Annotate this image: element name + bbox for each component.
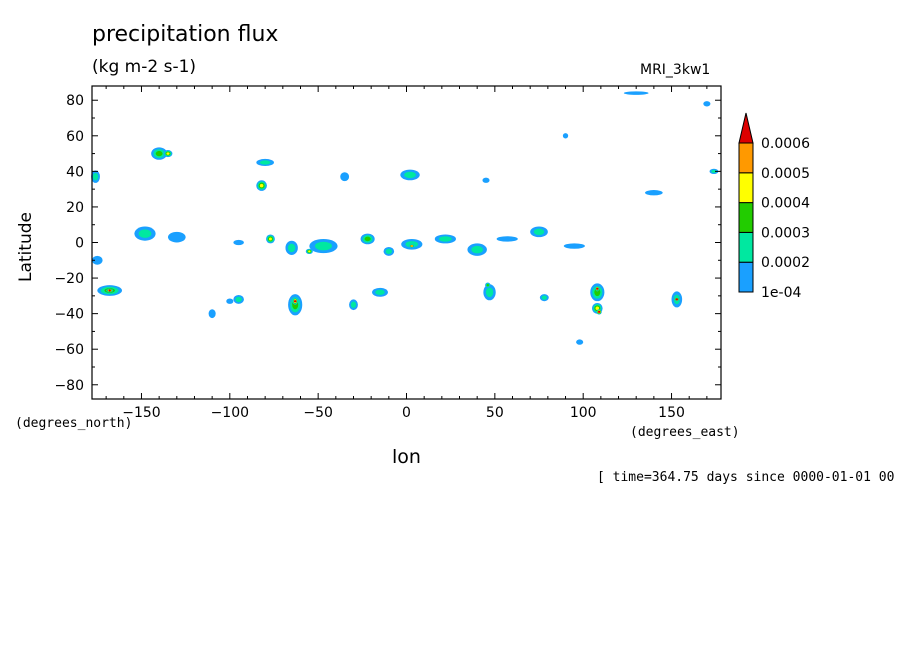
- data-cell-38-level-6: [596, 287, 599, 290]
- data-cell-19-level-1: [340, 172, 350, 182]
- data-cell-42-level-1: [576, 339, 584, 345]
- data-cell-10-level-4: [268, 237, 272, 241]
- data-cell-3-level-1: [167, 231, 186, 243]
- x-tick-label: 0: [402, 405, 411, 421]
- data-cell-43-level-1: [645, 190, 663, 196]
- y-axis-label: Latitude: [16, 212, 36, 282]
- data-cell-36-level-3: [594, 288, 601, 297]
- colorbar-swatch: [738, 172, 754, 204]
- x-axis-units: (degrees_east): [630, 425, 740, 440]
- colorbar-swatch: [738, 142, 754, 174]
- data-cell-33-level-3: [486, 284, 489, 287]
- data-cell-16-level-6: [293, 300, 297, 303]
- model-label: MRI_3kw1: [640, 62, 711, 78]
- data-cell-27-level-2: [439, 236, 452, 242]
- colorbar-label: 0.0004: [761, 196, 810, 212]
- colorbar-swatch: [738, 231, 754, 263]
- data-cell-35-level-1: [482, 177, 490, 183]
- data-cell-41-level-6: [675, 298, 679, 301]
- data-cell-47-level-1: [562, 133, 569, 139]
- data-cell-25-level-2: [375, 289, 385, 295]
- colorbar-label: 0.0003: [761, 225, 810, 241]
- colorbar-swatch: [738, 202, 754, 233]
- data-cell-12-level-2: [287, 243, 296, 253]
- data-cell-0-level-3: [155, 150, 163, 157]
- data-cell-34-level-2: [541, 295, 547, 300]
- colorbar-label: 0.0006: [761, 136, 810, 152]
- x-tick-label: 50: [486, 405, 504, 421]
- y-axis-units: (degrees_north): [15, 416, 133, 431]
- data-cell-9-level-4: [259, 183, 264, 188]
- data-cell-18-level-1: [226, 298, 234, 304]
- data-cell-23-level-5: [410, 245, 414, 248]
- data-cell-31-level-1: [563, 243, 585, 249]
- data-cell-1-level-4: [166, 152, 170, 155]
- colorbar-label: 0.0005: [761, 166, 810, 182]
- y-tick-label: 80: [66, 93, 84, 109]
- data-cell-5-level-6: [108, 289, 111, 292]
- data-cell-44-level-2: [711, 169, 717, 173]
- y-tick-label: 60: [66, 129, 84, 145]
- chart-title: precipitation flux: [92, 22, 279, 47]
- data-cell-17-level-2: [235, 296, 242, 303]
- data-cell-20-level-2: [404, 171, 416, 179]
- data-cell-24-level-2: [385, 248, 393, 255]
- data-cell-39-level-6: [597, 310, 601, 313]
- chart-subtitle: (kg m-2 s-1): [92, 57, 197, 77]
- y-tick-label: 20: [66, 200, 84, 216]
- x-axis-label: lon: [392, 446, 421, 468]
- data-cell-37-level-4: [595, 306, 600, 311]
- data-cell-21-level-3: [364, 236, 371, 242]
- data-cell-29-level-1: [496, 236, 518, 242]
- y-tick-label: −40: [54, 307, 84, 323]
- data-cell-22-level-2: [405, 241, 419, 248]
- data-cell-45-level-1: [623, 91, 649, 95]
- data-cell-2-level-2: [138, 229, 152, 238]
- data-cell-13-level-2: [314, 241, 332, 251]
- y-tick-label: −80: [54, 378, 84, 394]
- x-tick-label: −150: [122, 405, 160, 421]
- x-tick-label: 100: [570, 405, 597, 421]
- data-cell-30-level-2: [533, 228, 545, 236]
- data-cell-6-level-2: [92, 172, 99, 181]
- time-label: [ time=364.75 days since 0000-01-01 00: [597, 470, 895, 485]
- data-cell-11-level-1: [233, 239, 244, 246]
- data-cell-14-level-4: [308, 250, 311, 253]
- data-cell-46-level-1: [703, 101, 711, 107]
- colorbar-label: 1e-04: [761, 285, 801, 301]
- y-tick-label: 0: [75, 236, 84, 252]
- data-cell-7-level-1: [92, 255, 103, 265]
- data-cell-48-level-1: [208, 309, 216, 319]
- data-cell-32-level-2: [485, 287, 494, 298]
- colorbar-swatch: [738, 261, 754, 293]
- y-tick-label: 40: [66, 164, 84, 180]
- data-cell-26-level-2: [350, 301, 357, 308]
- y-tick-label: −60: [54, 342, 84, 358]
- x-tick-label: 150: [658, 405, 685, 421]
- data-cell-8-level-2: [259, 160, 271, 165]
- colorbar-extend-arrow: [738, 112, 754, 144]
- x-tick-label: −100: [211, 405, 249, 421]
- x-tick-label: −50: [303, 405, 333, 421]
- colorbar-label: 0.0002: [761, 255, 810, 271]
- y-tick-label: −20: [54, 271, 84, 287]
- data-cell-28-level-2: [471, 245, 484, 254]
